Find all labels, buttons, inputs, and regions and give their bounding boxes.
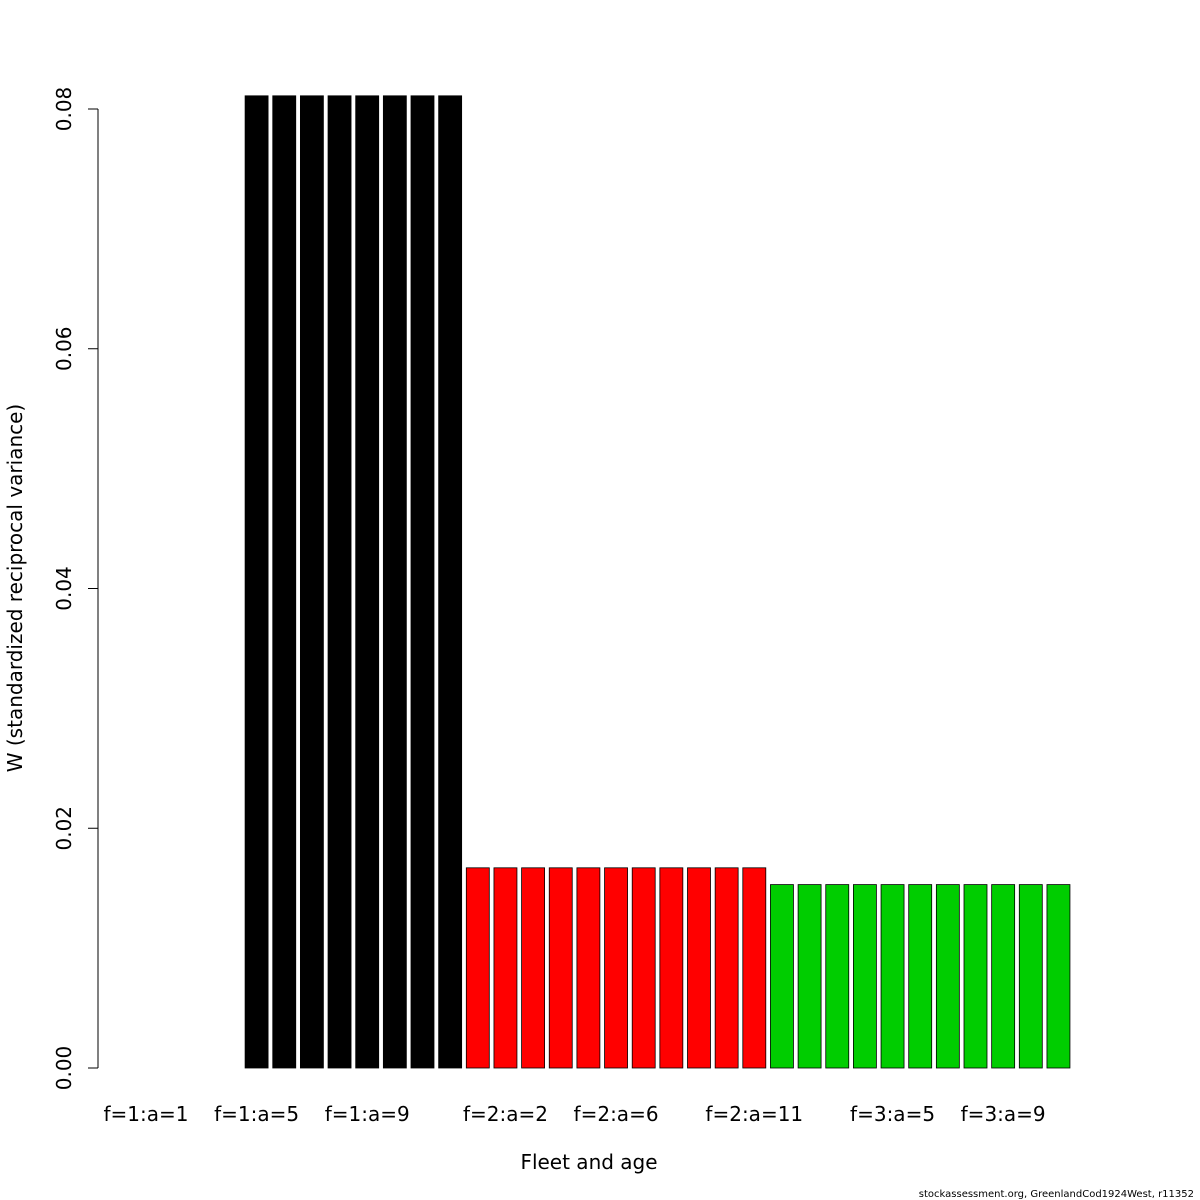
bar-f-3-a-1: [770, 884, 794, 1069]
bar-f-2-a-9: [687, 867, 711, 1069]
bar-f-2-a-1: [465, 867, 490, 1069]
x-tick-label-f-1-a-1: f=1:a=1: [104, 1102, 189, 1126]
bar-f-1-a-12: [438, 95, 463, 1069]
y-axis: 0.00 0.02 0.04 0.06 0.08: [52, 87, 99, 1091]
bar-f-3-a-9: [991, 884, 1016, 1069]
y-tick-label-0.04: 0.04: [52, 566, 76, 611]
y-tick-label-0.02: 0.02: [52, 806, 76, 851]
bar-f-2-a-2: [493, 867, 518, 1069]
y-tick-label-0.06: 0.06: [52, 326, 76, 371]
bar-f-3-a-3: [825, 884, 850, 1069]
bar-f-2-a-10: [714, 867, 739, 1069]
y-axis-title: W (standardized reciprocal variance): [3, 404, 27, 773]
x-tick-label-f-3-a-5: f=3:a=5: [850, 1102, 935, 1126]
x-tick-label-f-1-a-5: f=1:a=5: [214, 1102, 299, 1126]
bar-f-1-a-6: [272, 95, 297, 1069]
bar-f-1-a-7: [299, 95, 324, 1069]
y-tick-label-0.00: 0.00: [52, 1046, 76, 1091]
bar-f-2-a-3: [521, 867, 545, 1069]
x-tick-labels: f=1:a=1 f=1:a=5 f=1:a=9 f=2:a=2 f=2:a=6 f=2:a…: [104, 1102, 1046, 1126]
x-axis-title: Fleet and age: [520, 1150, 657, 1174]
bars-group: [244, 95, 1071, 1069]
bar-f-3-a-10: [1018, 884, 1043, 1069]
x-tick-label-f-3-a-9: f=3:a=9: [961, 1102, 1046, 1126]
x-tick-label-f-2-a-2: f=2:a=2: [463, 1102, 548, 1126]
x-tick-label-f-2-a-11: f=2:a=11: [705, 1102, 803, 1126]
credit-text: stockassessment.org, GreenlandCod1924Wes…: [919, 1189, 1194, 1200]
x-tick-label-f-1-a-9: f=1:a=9: [325, 1102, 410, 1126]
bar-f-3-a-2: [797, 884, 822, 1069]
bar-f-3-a-8: [963, 884, 988, 1069]
bar-f-2-a-8: [659, 867, 684, 1069]
bar-f-3-a-4: [853, 884, 877, 1069]
bar-f-2-a-11: [742, 867, 767, 1069]
bar-f-1-a-9: [355, 95, 380, 1069]
bar-f-1-a-8: [327, 95, 352, 1069]
bar-f-1-a-10: [382, 95, 407, 1069]
bar-f-1-a-11: [410, 95, 435, 1069]
bar-f-1-a-5: [244, 95, 269, 1069]
bar-f-2-a-7: [631, 867, 656, 1069]
bar-f-2-a-6: [604, 867, 628, 1069]
y-tick-label-0.08: 0.08: [52, 87, 76, 132]
bar-f-3-a-5: [880, 884, 905, 1069]
bar-f-3-a-6: [908, 884, 933, 1069]
bar-f-3-a-11: [1046, 884, 1071, 1069]
bar-f-2-a-5: [576, 867, 601, 1069]
bar-f-3-a-7: [935, 884, 960, 1069]
bar-f-2-a-4: [548, 867, 573, 1069]
x-tick-label-f-2-a-6: f=2:a=6: [574, 1102, 659, 1126]
